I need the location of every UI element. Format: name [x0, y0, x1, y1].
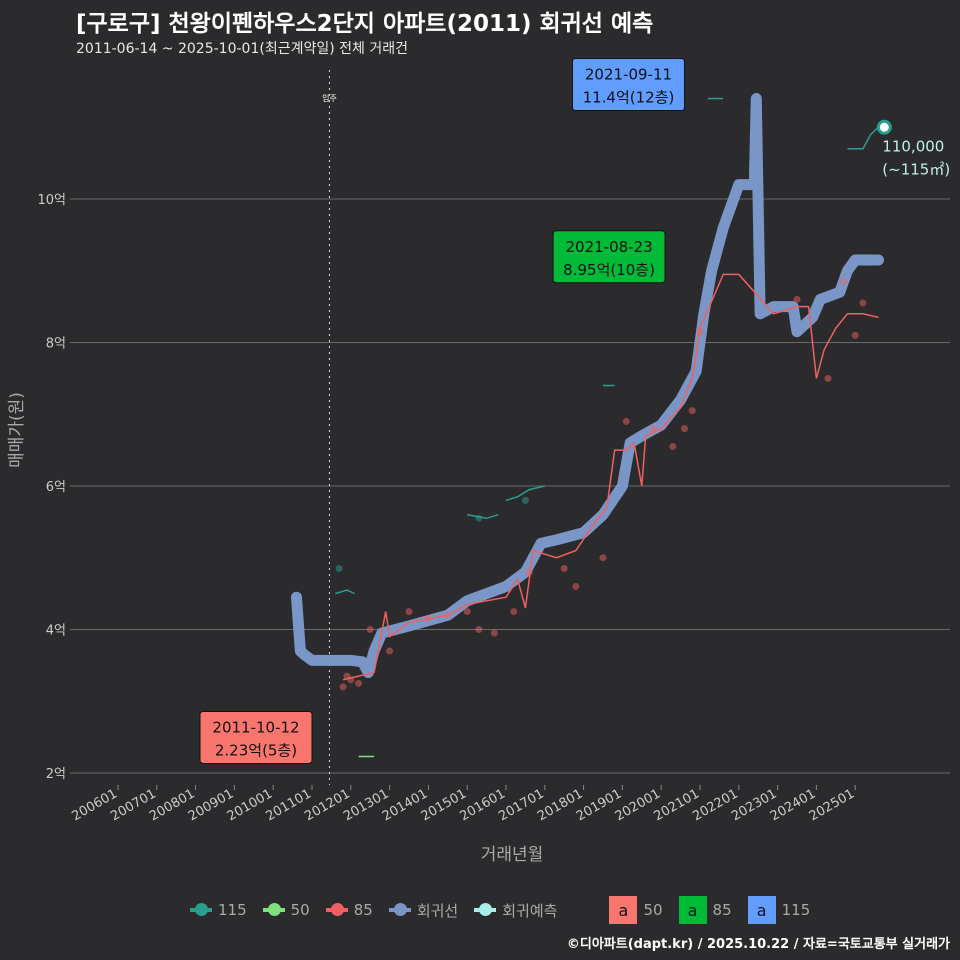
annotation-price: 8.95억(10층)	[563, 261, 655, 279]
data-point-85	[510, 608, 518, 616]
chart-subtitle: 2011-06-14 ~ 2025-10-01(최근계약일) 전체 거래건	[76, 41, 408, 57]
legend-box-item: a 115	[747, 896, 811, 924]
data-point-85	[649, 425, 657, 433]
legend-marker-icon	[190, 903, 212, 916]
legend-marker-icon	[262, 903, 285, 916]
legend-label: 50	[290, 901, 310, 919]
data-point-115	[521, 496, 529, 504]
data-point-85	[444, 611, 452, 619]
data-point-85	[339, 683, 347, 691]
chart-title: [구로구] 천왕이펜하우스2단지 아파트(2011) 회귀선 예측	[76, 11, 654, 37]
data-point-85	[355, 679, 363, 687]
data-point-85	[463, 608, 471, 616]
legend-item: 회귀선	[388, 900, 459, 921]
annotation-date: 2021-08-23	[565, 238, 652, 256]
legend-marker-icon	[325, 903, 348, 916]
move-in-label: 입주	[322, 94, 337, 103]
x-tick-label: 202501	[807, 786, 857, 824]
data-point-85	[851, 331, 859, 339]
data-point-85	[622, 417, 630, 425]
prediction-value: 110,000	[882, 137, 944, 155]
annotation-price: 2.23억(5층)	[215, 741, 297, 759]
legend-swatch: a	[678, 896, 707, 924]
data-point-115	[475, 514, 483, 522]
annotation-box	[552, 230, 666, 284]
data-point-85	[347, 676, 355, 684]
data-point-85	[840, 278, 848, 286]
prediction-point	[876, 119, 892, 135]
data-point-85	[424, 615, 432, 623]
legend-label: 85	[712, 901, 732, 919]
legend-item: 115	[190, 901, 247, 919]
legend-box-item: a 85	[678, 896, 732, 924]
data-point-85	[560, 565, 568, 573]
data-point-85	[859, 299, 867, 307]
x-axis-label: 거래년월	[481, 845, 544, 865]
data-point-85	[490, 629, 498, 637]
series-line-115	[847, 126, 879, 150]
data-point-85	[366, 626, 374, 633]
legend-swatch: a	[609, 896, 638, 924]
regression-line	[290, 93, 884, 679]
annotation-date: 2021-09-11	[585, 66, 672, 84]
data-point-85	[824, 374, 832, 382]
data-point-85	[525, 568, 533, 576]
legend: 115 50 85 회귀선 회귀예측 a 50 a 85 a 115	[190, 896, 820, 924]
data-point-85	[475, 626, 483, 633]
legend-label: 115	[781, 901, 811, 919]
legend-item: 50	[262, 901, 310, 919]
annotation-box	[199, 710, 313, 764]
series-line-115	[467, 513, 499, 520]
data-point-85	[793, 295, 801, 303]
data-point-85	[386, 647, 394, 655]
data-point-85	[669, 443, 677, 451]
data-point-85	[599, 554, 607, 562]
data-point-85	[680, 425, 688, 433]
legend-label: 85	[353, 901, 373, 919]
y-tick-label: 2억	[46, 767, 66, 782]
data-point-85	[688, 407, 696, 415]
y-axis-label: 매매가(원)	[7, 392, 27, 468]
legend-marker-icon	[474, 903, 497, 916]
legend-label: 회귀예측	[502, 901, 558, 920]
data-point-85	[405, 608, 413, 616]
legend-label: 50	[643, 901, 663, 919]
legend-label: 회귀선	[416, 901, 459, 920]
y-tick-label: 10억	[37, 193, 66, 208]
legend-box-item: a 50	[609, 896, 663, 924]
annotation-box	[571, 58, 685, 112]
annotation-date: 2011-10-12	[212, 718, 299, 736]
series-line-115	[335, 589, 355, 595]
legend-item: 회귀예측	[474, 900, 557, 921]
data-point-85	[572, 582, 580, 590]
y-tick-label: 4억	[46, 624, 66, 639]
legend-marker-icon	[388, 903, 411, 916]
footer-credit: ©디아파트(dapt.kr) / 2025.10.22 / 자료=국토교통부 실…	[566, 937, 950, 952]
data-point-85	[696, 328, 704, 336]
y-tick-label: 8억	[46, 337, 66, 352]
y-tick-label: 6억	[46, 480, 66, 495]
annotation-price: 11.4억(12층)	[583, 89, 675, 107]
legend-label: 115	[218, 901, 247, 919]
data-point-115	[335, 565, 343, 573]
legend-item: 85	[325, 901, 373, 919]
legend-swatch: a	[747, 896, 776, 924]
prediction-area: (~115㎡)	[882, 160, 950, 178]
series-line-115	[505, 485, 545, 502]
